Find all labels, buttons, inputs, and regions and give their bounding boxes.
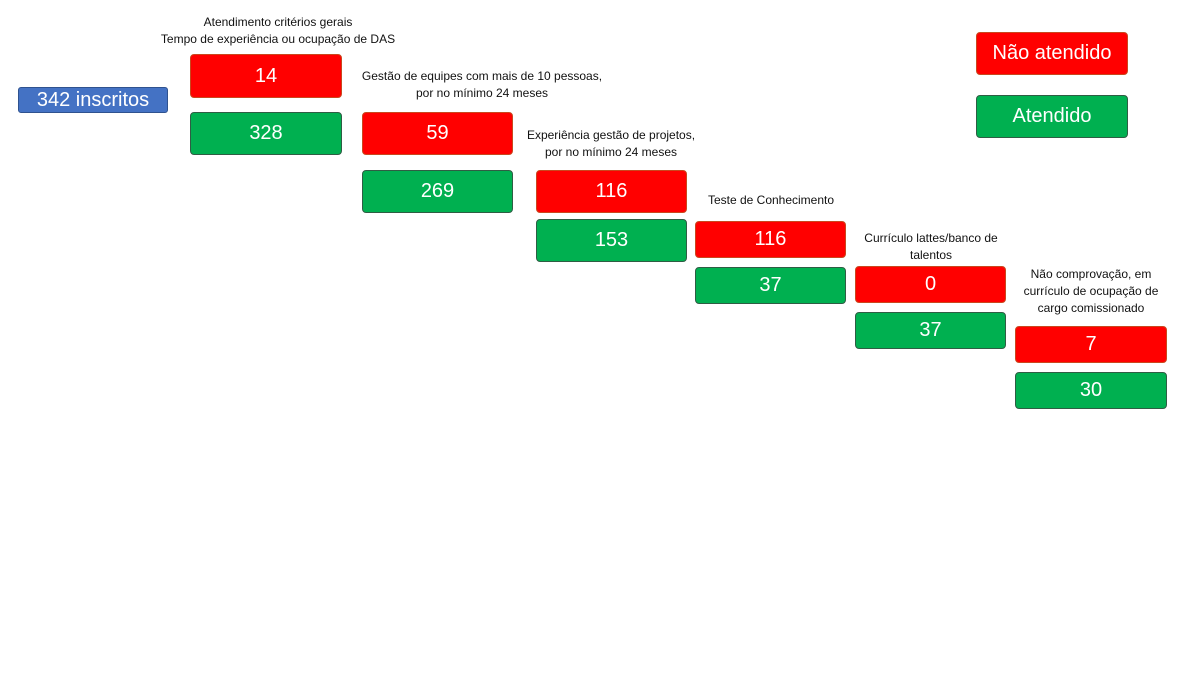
step-2-not-met-box: 59 xyxy=(362,112,513,155)
step-4-not-met-value: 116 xyxy=(754,228,787,250)
step-2-title-line-1: Gestão de equipes com mais de 10 pessoas… xyxy=(361,69,603,83)
step-6-met-box: 30 xyxy=(1015,372,1167,409)
step-3-not-met-box: 116 xyxy=(536,170,687,213)
step-1-not-met-box: 14 xyxy=(190,54,342,98)
step-6-met-value: 30 xyxy=(1079,379,1103,401)
step-5-title-line-1: Currículo lattes/banco de xyxy=(864,231,998,245)
step-5-title: Currículo lattes/banco de talentos xyxy=(851,230,1011,264)
step-1-met-box: 328 xyxy=(190,112,342,155)
step-6-not-met-box: 7 xyxy=(1015,326,1167,363)
step-5-not-met-box: 0 xyxy=(855,266,1006,303)
legend-not-met-label: Não atendido xyxy=(992,42,1112,64)
step-1-title: Atendimento critérios gerais Tempo de ex… xyxy=(140,14,416,48)
step-5-met-value: 37 xyxy=(919,319,942,341)
step-1-title-line-1: Atendimento critérios gerais xyxy=(203,15,353,29)
step-3-met-value: 153 xyxy=(594,229,629,251)
step-2-met-value: 269 xyxy=(420,180,455,202)
step-6-title: Não comprovação, em currículo de ocupaçã… xyxy=(1008,266,1174,317)
step-6-title-line-1: Não comprovação, em xyxy=(1030,267,1152,281)
step-3-met-box: 153 xyxy=(536,219,687,262)
step-4-met-value: 37 xyxy=(759,274,782,296)
step-6-title-line-2: currículo de ocupação de xyxy=(1023,284,1159,298)
step-1-title-line-2: Tempo de experiência ou ocupação de DAS xyxy=(160,32,396,46)
step-5-title-line-2: talentos xyxy=(909,248,953,262)
step-1-not-met-value: 14 xyxy=(254,64,278,87)
step-4-title: Teste de Conhecimento xyxy=(696,192,846,209)
step-3-not-met-value: 116 xyxy=(595,180,628,202)
step-2-met-box: 269 xyxy=(362,170,513,213)
step-5-met-box: 37 xyxy=(855,312,1006,349)
step-1-met-value: 328 xyxy=(249,122,283,144)
step-3-title-line-1: Experiência gestão de projetos, xyxy=(526,128,696,142)
legend-not-met-box: Não atendido xyxy=(976,32,1128,75)
step-4-met-box: 37 xyxy=(695,267,846,304)
step-5-not-met-value: 0 xyxy=(924,273,937,295)
total-inscritos-box: 342 inscritos xyxy=(18,87,168,113)
legend-met-label: Atendido xyxy=(1012,105,1092,127)
step-2-title: Gestão de equipes com mais de 10 pessoas… xyxy=(350,68,614,102)
step-6-not-met-value: 7 xyxy=(1085,333,1097,355)
step-2-title-line-2: por no mínimo 24 meses xyxy=(415,86,549,100)
step-4-title-line-1: Teste de Conhecimento xyxy=(707,193,835,207)
total-inscritos-label: 342 inscritos xyxy=(36,88,150,111)
step-2-not-met-value: 59 xyxy=(426,122,449,144)
step-3-title: Experiência gestão de projetos, por no m… xyxy=(521,127,701,161)
step-4-not-met-box: 116 xyxy=(695,221,846,258)
legend-met-box: Atendido xyxy=(976,95,1128,138)
step-6-title-line-3: cargo comissionado xyxy=(1037,301,1145,315)
step-3-title-line-2: por no mínimo 24 meses xyxy=(544,145,678,159)
